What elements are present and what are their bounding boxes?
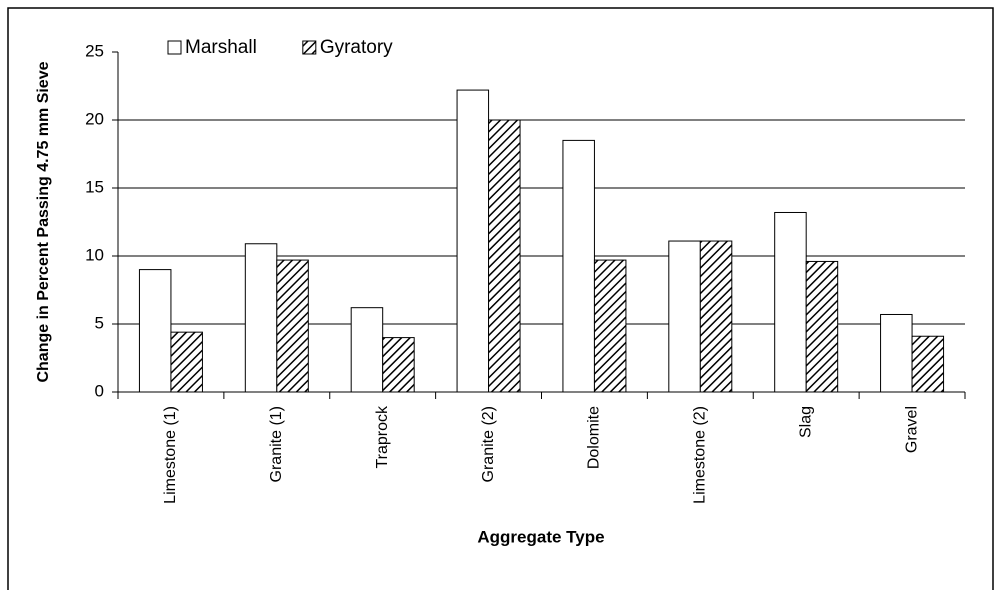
bar [699, 240, 733, 393]
x-tick-label: Granite (1) [268, 406, 285, 482]
x-tick-label: Traprock [374, 405, 391, 469]
x-axis-title: Aggregate Type [477, 527, 604, 546]
bar [880, 313, 913, 393]
legend-label: Marshall [185, 37, 257, 58]
bar [350, 307, 384, 393]
bar [911, 335, 945, 393]
bar [488, 119, 521, 393]
bar [382, 337, 415, 393]
x-tick-label: Gravel [903, 406, 920, 453]
legend-label: Gyratory [320, 37, 393, 58]
y-axis-title: Change in Percent Passing 4.75 mm Sieve [35, 61, 52, 382]
legend-swatch [302, 40, 317, 55]
legend-swatch [167, 40, 182, 55]
x-tick-label: Granite (2) [480, 406, 497, 482]
y-tick-label: 5 [95, 313, 104, 332]
bar [668, 240, 701, 393]
bar [456, 89, 490, 393]
bar [276, 259, 309, 393]
y-tick-label: 20 [85, 109, 104, 128]
x-tick-label: Limestone (2) [692, 406, 709, 504]
y-tick-label: 15 [85, 177, 104, 196]
y-tick-label: 0 [95, 381, 104, 400]
x-tick-label: Slag [797, 406, 814, 438]
bar [562, 139, 595, 393]
bar [593, 259, 627, 393]
frame [7, 7, 994, 595]
bar [774, 211, 807, 393]
x-tick-label: Limestone (1) [162, 406, 179, 504]
bar [170, 331, 203, 393]
x-tick-label: Dolomite [586, 406, 603, 469]
bar [244, 243, 278, 393]
bar [805, 260, 839, 393]
bar [138, 269, 172, 393]
y-tick-label: 10 [85, 245, 104, 264]
y-tick-label: 25 [85, 41, 104, 60]
